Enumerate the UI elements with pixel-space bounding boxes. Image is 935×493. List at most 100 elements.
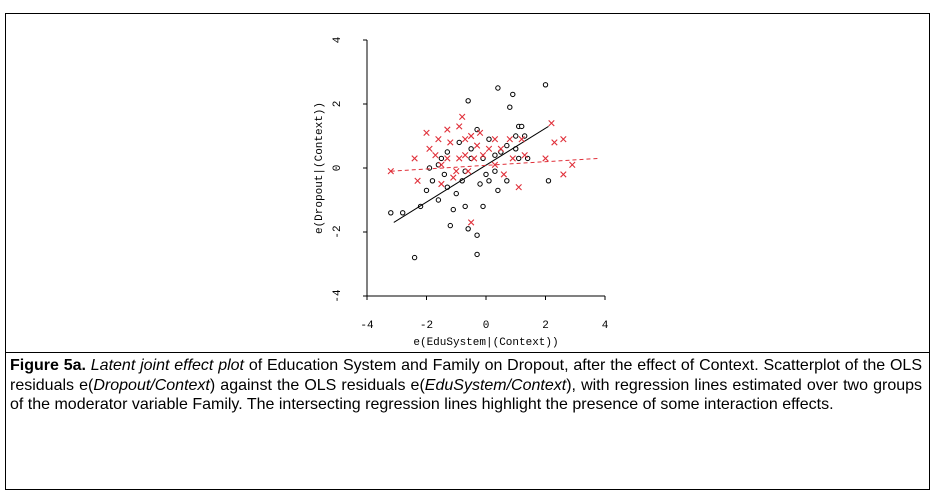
x-tick-label: 0 <box>483 320 490 332</box>
point <box>459 113 466 120</box>
x-tick-label: 2 <box>542 320 549 332</box>
point <box>491 136 499 143</box>
point <box>456 155 463 162</box>
point <box>479 152 487 159</box>
point <box>468 146 474 152</box>
caption-label: Figure 5a. <box>10 357 86 374</box>
point <box>456 139 462 146</box>
caption: Figure 5a. Latent joint effect plot of E… <box>10 356 922 415</box>
x-axis-label: e(EduSystem|(Context)) <box>413 337 558 349</box>
point <box>551 139 558 146</box>
point <box>438 161 445 168</box>
point <box>521 152 528 159</box>
point <box>506 136 513 143</box>
point <box>542 82 549 88</box>
point <box>548 120 555 127</box>
point <box>476 129 484 136</box>
y-tick-label: -4 <box>332 289 344 303</box>
point <box>423 129 430 136</box>
x-tick-label: -2 <box>420 320 433 332</box>
point <box>411 155 418 162</box>
point <box>515 184 522 191</box>
point <box>447 222 453 229</box>
frame <box>5 13 930 490</box>
point <box>435 197 442 203</box>
point <box>486 136 492 142</box>
regression-line <box>393 125 549 223</box>
point <box>498 149 504 155</box>
point <box>513 133 519 139</box>
point <box>461 136 469 143</box>
caption-italic: Latent joint effect plot <box>90 357 244 374</box>
point <box>486 178 492 184</box>
x-tick-label: 4 <box>602 320 609 332</box>
point <box>462 203 468 210</box>
point <box>453 190 459 197</box>
point <box>435 136 442 143</box>
caption-text: ), with regression lines estimated over … <box>10 376 923 414</box>
point <box>545 178 552 184</box>
point <box>492 168 498 174</box>
point <box>444 149 451 155</box>
point <box>483 171 489 178</box>
point <box>426 145 433 152</box>
caption-italic: EduSystem/Context <box>424 376 567 394</box>
point <box>411 254 418 261</box>
point <box>465 98 471 104</box>
point <box>495 187 501 194</box>
caption-text: ) against the OLS residuals e( <box>209 376 425 394</box>
point <box>497 145 505 152</box>
point <box>473 142 481 149</box>
point <box>470 155 478 162</box>
point <box>504 178 510 184</box>
y-tick-label: 4 <box>332 36 344 43</box>
point <box>388 210 394 216</box>
point <box>467 132 475 140</box>
point <box>500 171 508 178</box>
point <box>447 139 454 146</box>
point <box>477 181 483 187</box>
y-tick-label: 0 <box>332 165 344 172</box>
point <box>480 155 486 162</box>
point <box>516 155 522 162</box>
point <box>485 145 493 152</box>
point <box>507 104 513 110</box>
point <box>560 171 567 178</box>
point <box>569 161 576 168</box>
point <box>504 142 510 149</box>
caption-text: of Education System and Family on Dropou… <box>10 357 923 394</box>
point <box>444 126 451 133</box>
point <box>450 174 457 181</box>
point <box>438 180 445 188</box>
point <box>542 155 549 162</box>
point <box>456 123 463 130</box>
point <box>510 91 516 98</box>
point <box>438 155 445 162</box>
point <box>465 226 471 232</box>
point <box>461 152 469 159</box>
point <box>400 210 406 216</box>
caption-italic: Dropout/Context <box>93 376 210 394</box>
point <box>414 177 421 184</box>
x-tick-label: -4 <box>360 320 374 332</box>
point <box>519 123 525 130</box>
point <box>444 155 451 162</box>
point <box>432 152 439 159</box>
point <box>474 232 480 238</box>
y-axis-label: e(Dropout|(Context)) <box>314 102 326 234</box>
y-tick-label: -2 <box>332 225 344 238</box>
point <box>453 168 460 175</box>
point <box>518 136 525 143</box>
y-tick-label: 2 <box>332 101 344 108</box>
point <box>480 203 486 210</box>
point <box>467 219 475 226</box>
point <box>509 155 516 162</box>
point <box>491 161 499 168</box>
point <box>464 168 472 175</box>
point <box>560 136 567 143</box>
point <box>441 171 448 178</box>
point <box>495 85 501 91</box>
point <box>423 187 430 194</box>
